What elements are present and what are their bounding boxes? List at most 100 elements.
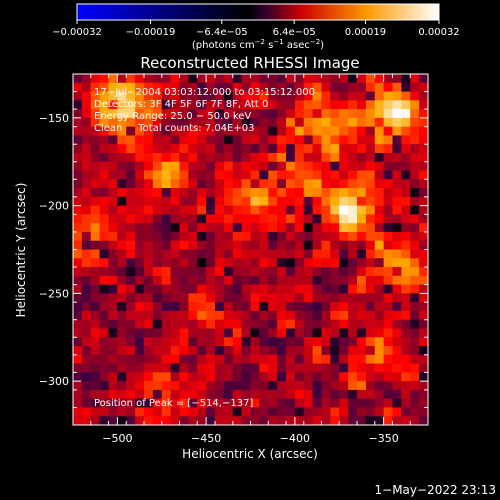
heatmap-cell (215, 328, 225, 338)
heatmap-cell (392, 82, 402, 93)
heatmap-cell (339, 170, 349, 180)
heatmap-cell (339, 152, 349, 163)
heatmap-cell (73, 170, 83, 180)
heatmap-cell (268, 302, 278, 312)
heatmap-cell (144, 319, 154, 330)
heatmap-cell (410, 117, 420, 128)
heatmap-cell (144, 363, 154, 373)
plot-area: −500 −450 −400 −350 −150−200−250−300 (39, 73, 429, 445)
heatmap-cell (357, 275, 367, 286)
heatmap-cell (250, 179, 260, 189)
heatmap-cell (197, 91, 207, 101)
heatmap-cell (383, 310, 394, 321)
heatmap-cell (152, 223, 163, 233)
heatmap-cell (90, 267, 101, 277)
heatmap-cell (303, 214, 314, 224)
heatmap-cell (241, 205, 252, 216)
heatmap-cell (250, 214, 260, 224)
heatmap-cell (135, 258, 145, 268)
heatmap-cell (81, 337, 92, 347)
heatmap-cell (144, 293, 154, 303)
heatmap-cell (135, 319, 145, 330)
heatmap-cell (90, 214, 101, 224)
heatmap-cell (126, 240, 136, 251)
heatmap-cell (312, 179, 323, 189)
heatmap-cell (241, 407, 252, 417)
heatmap-cell (365, 337, 376, 347)
heatmap-cell (206, 205, 216, 216)
heatmap-cell (152, 91, 163, 101)
heatmap-cell (312, 363, 323, 373)
heatmap-cell (321, 214, 331, 224)
heatmap-cell (374, 135, 385, 145)
heatmap-cell (277, 161, 287, 172)
heatmap-cell (383, 381, 394, 391)
heatmap-cell (401, 381, 411, 391)
heatmap-cell (117, 354, 127, 365)
heatmap-cell (99, 293, 110, 303)
heatmap-cell (73, 223, 83, 233)
heatmap-cell (90, 416, 101, 425)
heatmap-cell (73, 363, 83, 373)
heatmap-cell (268, 214, 278, 224)
heatmap-cell (135, 196, 145, 207)
heatmap-cell (348, 363, 358, 373)
heatmap-cell (188, 100, 198, 110)
heatmap-cell (348, 196, 358, 207)
heatmap-cell (90, 135, 101, 145)
heatmap-cell (161, 161, 172, 172)
heatmap-cell (294, 354, 305, 365)
heatmap-cell (401, 91, 411, 101)
heatmap-cell (73, 82, 83, 93)
heatmap-cell (286, 109, 296, 119)
heatmap-cell (357, 363, 367, 373)
heatmap-cell (348, 372, 358, 382)
heatmap-cell (179, 258, 189, 268)
heatmap-cell (401, 74, 411, 84)
heatmap-cell (339, 372, 349, 382)
heatmap-cell (321, 196, 331, 207)
heatmap-cell (348, 223, 358, 233)
heatmap-cell (401, 407, 411, 417)
heatmap-cell (392, 293, 402, 303)
heatmap-cell (250, 82, 260, 93)
heatmap-cell (135, 240, 145, 251)
heatmap-cell (250, 170, 260, 180)
heatmap-cell (161, 363, 172, 373)
heatmap-cell (277, 109, 287, 119)
heatmap-cell (259, 179, 269, 189)
heatmap-cell (223, 337, 234, 347)
heatmap-cell (206, 363, 216, 373)
heatmap-cell (170, 231, 181, 242)
heatmap-cell (135, 170, 145, 180)
heatmap-cell (223, 214, 234, 224)
heatmap-cell (410, 354, 420, 365)
heatmap-cell (410, 328, 420, 338)
heatmap-cell (348, 82, 358, 93)
heatmap-cell (268, 117, 278, 128)
heatmap-cell (357, 381, 367, 391)
heatmap-cell (374, 293, 385, 303)
heatmap-cell (81, 302, 92, 312)
heatmap-cell (90, 319, 101, 330)
heatmap-cell (232, 126, 243, 137)
heatmap-cell (117, 214, 127, 224)
heatmap-cell (250, 328, 260, 338)
heatmap-cell (321, 188, 331, 198)
heatmap-cell (81, 407, 92, 417)
heatmap-cell (383, 144, 394, 154)
heatmap-cell (303, 310, 314, 321)
heatmap-cell (374, 240, 385, 251)
heatmap-cell (330, 275, 340, 286)
heatmap-cell (197, 275, 207, 286)
heatmap-cell (357, 354, 367, 365)
heatmap-cell (365, 82, 376, 93)
heatmap-cell (303, 240, 314, 251)
heatmap-cell (241, 389, 252, 400)
heatmap-cell (135, 293, 145, 303)
heatmap-cell (410, 372, 420, 382)
heatmap-cell (108, 354, 118, 365)
heatmap-cell (392, 196, 402, 207)
heatmap-cell (117, 337, 127, 347)
heatmap-cell (161, 372, 172, 382)
